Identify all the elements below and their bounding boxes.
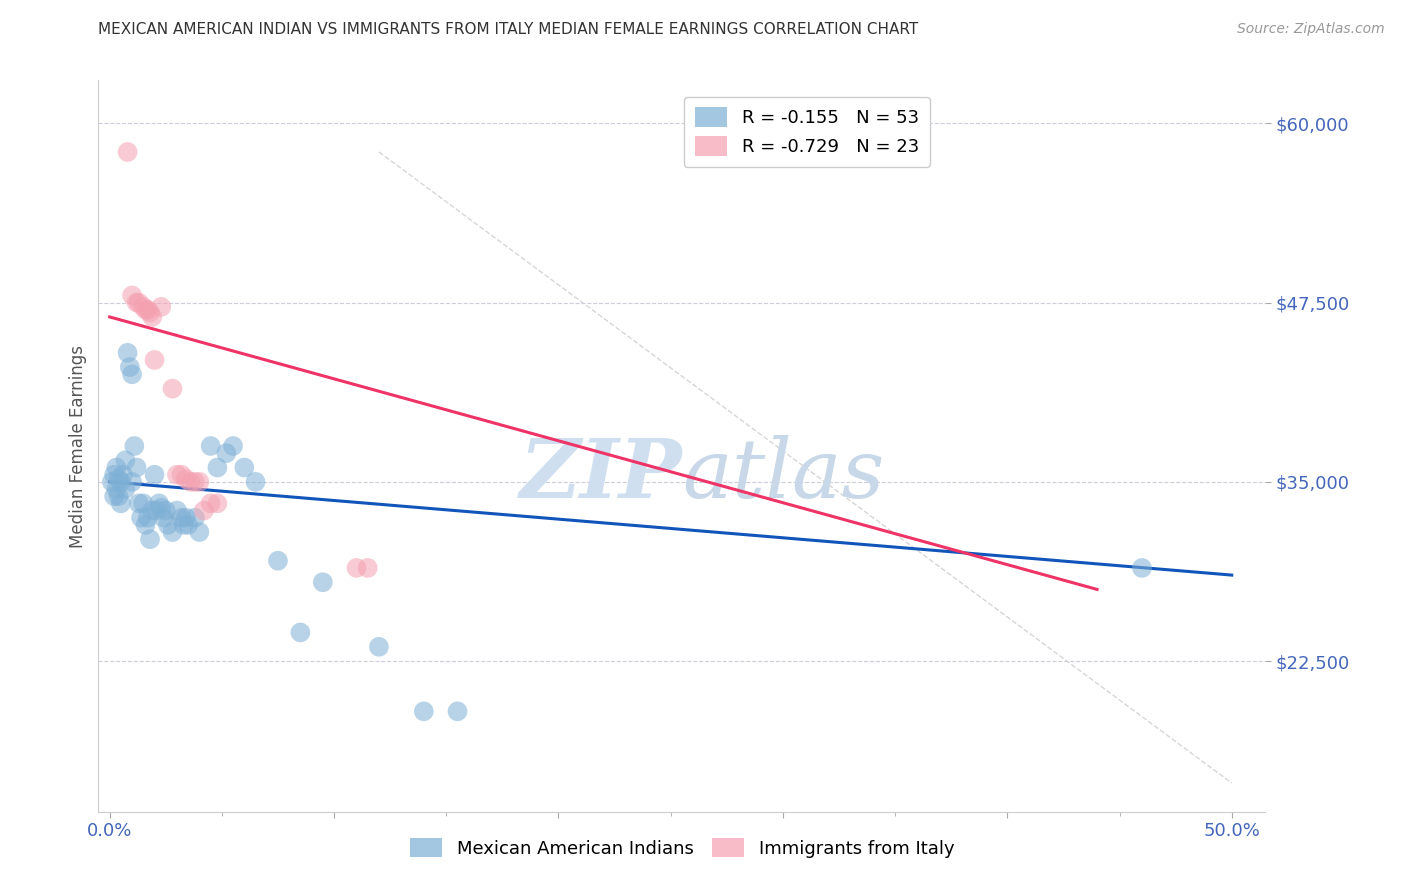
Point (233, 460, 256, 475)
Point (112, 467, 135, 482)
Point (173, 517, 195, 532)
Point (188, 524, 211, 539)
Point (124, 439, 146, 453)
Point (135, 302, 157, 317)
Point (129, 510, 152, 524)
Point (179, 475, 201, 489)
Text: ZIP: ZIP (519, 435, 682, 516)
Point (110, 496, 132, 510)
Point (110, 475, 132, 489)
Point (200, 496, 222, 510)
Point (143, 467, 166, 482)
Point (215, 446, 238, 460)
Point (128, 295, 150, 310)
Text: atlas: atlas (682, 435, 884, 516)
Point (125, 295, 148, 310)
Point (114, 482, 136, 496)
Point (139, 305, 162, 319)
Point (267, 554, 290, 568)
Point (141, 503, 163, 517)
Point (174, 510, 197, 524)
Point (188, 475, 211, 489)
Point (312, 575, 335, 590)
Point (121, 288, 143, 302)
Point (162, 382, 184, 396)
Point (174, 472, 197, 486)
Point (117, 345, 139, 359)
Point (105, 460, 128, 475)
Point (121, 368, 143, 382)
Point (162, 524, 184, 539)
Point (132, 496, 155, 510)
Point (146, 503, 169, 517)
Point (245, 475, 267, 489)
Point (155, 503, 177, 517)
Point (222, 439, 245, 453)
Point (290, 625, 312, 640)
Point (150, 500, 173, 515)
Point (135, 517, 157, 532)
Point (200, 439, 222, 453)
Point (446, 704, 468, 718)
Point (412, 704, 434, 718)
Point (170, 467, 193, 482)
Point (117, 145, 139, 159)
Point (346, 561, 368, 575)
Point (166, 467, 188, 482)
Point (1130, 561, 1153, 575)
Point (152, 510, 174, 524)
Point (184, 475, 207, 489)
Point (170, 510, 193, 524)
Point (121, 475, 143, 489)
Point (125, 460, 148, 475)
Point (105, 482, 128, 496)
Point (156, 517, 179, 532)
Point (184, 510, 207, 524)
Point (207, 496, 229, 510)
Point (107, 472, 129, 486)
Point (357, 561, 380, 575)
Point (143, 353, 166, 368)
Text: MEXICAN AMERICAN INDIAN VS IMMIGRANTS FROM ITALY MEDIAN FEMALE EARNINGS CORRELAT: MEXICAN AMERICAN INDIAN VS IMMIGRANTS FR… (98, 22, 918, 37)
Point (148, 496, 170, 510)
Point (207, 460, 229, 475)
Legend: Mexican American Indians, Immigrants from Italy: Mexican American Indians, Immigrants fro… (402, 830, 962, 865)
Point (107, 489, 129, 503)
Point (177, 517, 200, 532)
Point (368, 640, 391, 654)
Point (150, 300, 173, 314)
Point (101, 475, 124, 489)
Point (114, 453, 136, 467)
Text: Source: ZipAtlas.com: Source: ZipAtlas.com (1237, 22, 1385, 37)
Point (132, 300, 155, 314)
Point (118, 360, 141, 375)
Point (193, 503, 215, 517)
Point (103, 489, 125, 503)
Point (166, 503, 188, 517)
Point (136, 510, 159, 524)
Point (103, 467, 125, 482)
Point (139, 533, 162, 547)
Point (136, 302, 159, 317)
Y-axis label: Median Female Earnings: Median Female Earnings (69, 344, 87, 548)
Point (141, 310, 163, 324)
Point (128, 496, 150, 510)
